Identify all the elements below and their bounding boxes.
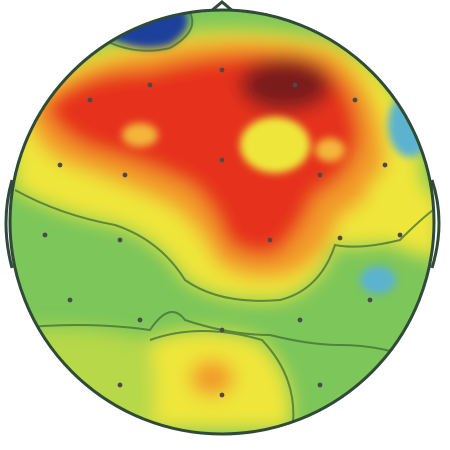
upper-left-island [122,123,158,147]
right-middle-cyan-patch [360,266,396,294]
head-outline [8,8,436,436]
lower-orange-spot [190,360,234,396]
left-ear-marker [4,179,14,269]
contour-line-upper [14,189,434,302]
contour-line-lobe [149,330,295,433]
dark-red-peak [240,59,330,111]
right-yellow-fringe [366,177,434,260]
right-ear-marker [430,179,441,269]
electrode-dots [42,67,403,398]
central-yellow-island [240,117,310,173]
right-orange-island [315,138,345,162]
